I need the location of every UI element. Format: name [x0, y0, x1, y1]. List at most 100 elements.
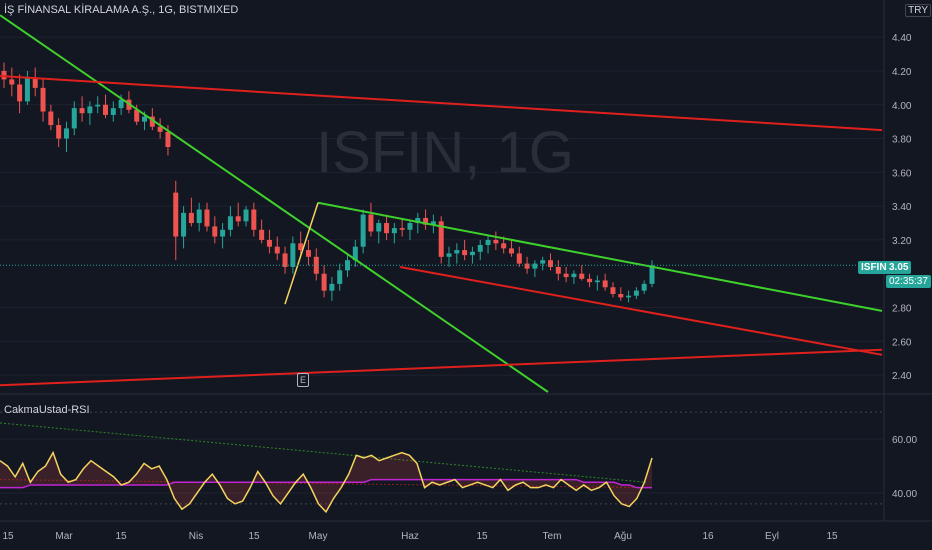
time-tick-label: Eyl: [765, 531, 779, 542]
candle-body: [454, 250, 460, 254]
candle-body: [641, 283, 647, 291]
time-tick-label: Ağu: [614, 531, 632, 542]
candle-body: [462, 250, 468, 256]
candle-body: [87, 106, 93, 114]
candle-body: [563, 273, 569, 278]
symbol-header: İŞ FİNANSAL KİRALAMA A.Ş., 1G, BISTMIXED: [4, 4, 239, 16]
time-tick-label: 15: [826, 531, 838, 542]
candle-body: [626, 295, 632, 298]
time-tick-label: 16: [702, 531, 714, 542]
candle-body: [633, 290, 639, 296]
candle-body: [548, 260, 554, 267]
price-tick-label: 2.60: [892, 337, 912, 348]
last-price-tag: 3.05: [886, 261, 912, 274]
price-tick-label: 3.20: [892, 236, 912, 247]
candle-body: [243, 209, 249, 222]
candle-body: [501, 243, 507, 249]
candle-body: [469, 251, 475, 256]
time-tick-label: 15: [476, 531, 488, 542]
candle-body: [508, 248, 514, 254]
candle-body: [290, 243, 296, 267]
rsi-line: [0, 450, 653, 514]
time-tick-label: 15: [115, 531, 127, 542]
candle-body: [345, 260, 351, 271]
candle-body: [95, 104, 101, 107]
candle-body: [134, 109, 140, 122]
candle-body: [204, 209, 210, 227]
time-tick-label: 15: [2, 531, 14, 542]
candle-body: [227, 216, 233, 230]
candle-body: [579, 273, 585, 279]
candle-body: [423, 217, 429, 225]
candle-body: [165, 131, 171, 147]
candle-body: [110, 108, 116, 115]
price-tick-label: 3.80: [892, 135, 912, 146]
candle-body: [524, 263, 530, 269]
candle-body: [282, 253, 288, 267]
time-tick-label: May: [309, 531, 328, 542]
price-tick-label: 2.40: [892, 371, 912, 382]
candle-body: [79, 108, 85, 114]
candle-body: [337, 270, 343, 284]
candle-body: [610, 287, 616, 294]
candle-body: [71, 108, 77, 129]
candle-body: [298, 243, 304, 251]
candle-body: [142, 116, 148, 122]
candle-body: [540, 260, 546, 264]
candle-body: [196, 209, 202, 224]
trendline-red: [399, 265, 883, 356]
candle-body: [649, 265, 655, 284]
candle-body: [251, 209, 257, 230]
candle-body: [516, 253, 522, 264]
candle-body: [188, 212, 194, 224]
candle-body: [391, 228, 397, 234]
candle-body: [571, 273, 577, 278]
price-tick-label: 4.00: [892, 101, 912, 112]
candle-body: [212, 226, 218, 237]
price-tick-label: 3.60: [892, 168, 912, 179]
time-tick-label: Nis: [189, 531, 203, 542]
earnings-event-marker[interactable]: E: [297, 373, 309, 387]
candle-body: [618, 294, 624, 298]
candle-body: [56, 125, 62, 139]
candle-body: [407, 223, 413, 230]
price-tick-label: 3.40: [892, 202, 912, 213]
candle-body: [360, 214, 366, 247]
candle-body: [329, 283, 335, 291]
candle-body: [352, 246, 358, 261]
candle-body: [118, 99, 124, 109]
symbol-watermark: ISFIN, 1G: [316, 120, 574, 185]
candle-body: [555, 266, 561, 274]
candle-body: [532, 263, 538, 269]
price-tick-label: 4.40: [892, 33, 912, 44]
time-tick-label: Tem: [543, 531, 562, 542]
time-tick-label: Haz: [401, 531, 419, 542]
candle-body: [493, 239, 499, 244]
candle-body: [368, 214, 374, 232]
trendline-red: [0, 348, 883, 387]
currency-badge[interactable]: TRY: [905, 4, 931, 17]
candle-body: [485, 239, 491, 245]
candle-body: [399, 228, 405, 230]
trendline-green: [317, 201, 883, 312]
candle-body: [594, 280, 600, 283]
candle-body: [313, 256, 319, 274]
candle-body: [1, 70, 7, 80]
rsi-ma-line: [0, 478, 652, 489]
candle-body: [266, 239, 272, 247]
candle-body: [438, 221, 444, 257]
candle-body: [430, 221, 436, 225]
candle-body: [602, 280, 608, 288]
candle-body: [274, 246, 280, 254]
rsi-tick-label: 40.00: [892, 489, 917, 500]
price-tick-label: 4.20: [892, 67, 912, 78]
rsi-indicator-title[interactable]: CakmaUstad-RSI: [4, 404, 90, 416]
candle-body: [9, 79, 15, 85]
candle-body: [149, 116, 155, 127]
rsi-tick-label: 60.00: [892, 435, 917, 446]
candle-body: [173, 192, 179, 237]
candle-body: [235, 216, 241, 222]
candle-body: [32, 77, 38, 88]
